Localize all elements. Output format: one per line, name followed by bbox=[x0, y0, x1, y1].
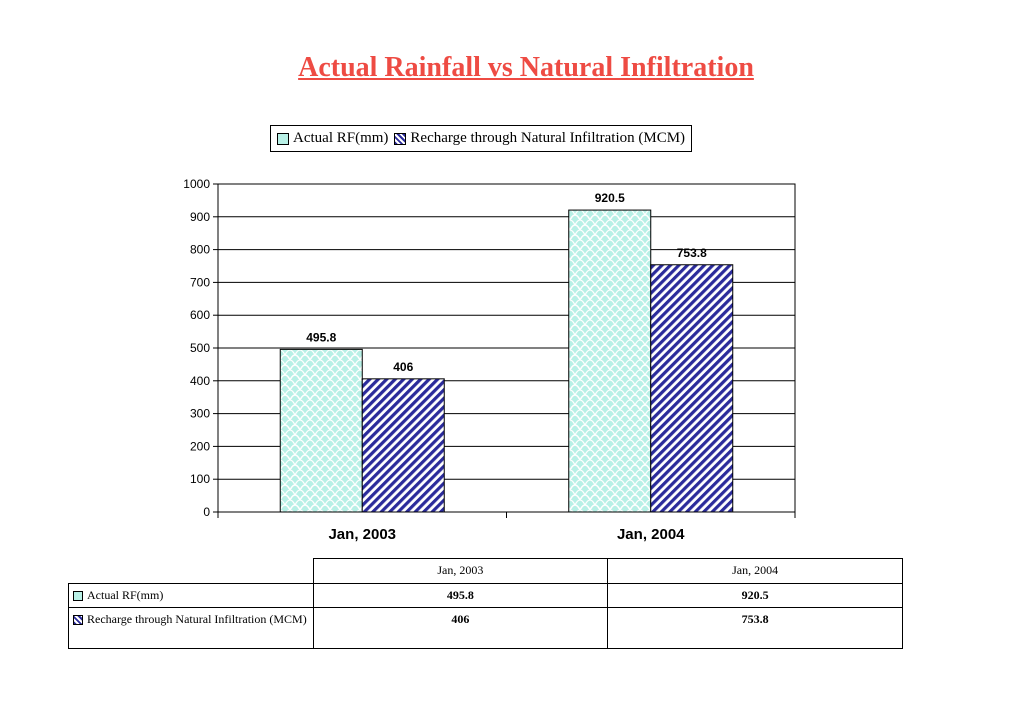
y-tick-label: 700 bbox=[190, 275, 210, 289]
legend-item-recharge: Recharge through Natural Infiltration (M… bbox=[394, 130, 685, 147]
data-table: Jan, 2003 Jan, 2004 Actual RF(mm) 495.8 … bbox=[68, 558, 903, 649]
table-header-cell: Jan, 2003 bbox=[312, 558, 609, 584]
bar-chart: 0 100 200 300 400 500 600 700 800 900 1000 495.8 406… bbox=[183, 177, 796, 543]
table-row-label-cell: Actual RF(mm) bbox=[68, 583, 314, 608]
table-swatch-recharge bbox=[73, 615, 83, 625]
data-label: 406 bbox=[393, 360, 413, 374]
y-tick-label: 900 bbox=[190, 210, 210, 224]
legend-swatch-recharge bbox=[394, 132, 407, 145]
table-cell: 920.5 bbox=[607, 583, 903, 608]
table-header-cell: Jan, 2004 bbox=[607, 558, 903, 584]
y-tick-label: 100 bbox=[190, 472, 210, 486]
x-category-label: Jan, 2004 bbox=[617, 526, 685, 543]
table-cell: 753.8 bbox=[607, 607, 903, 649]
y-tick-label: 1000 bbox=[183, 177, 210, 191]
table-row-label: Recharge through Natural Infiltration (M… bbox=[87, 612, 307, 626]
y-tick-label: 800 bbox=[190, 243, 210, 257]
y-tick-label: 0 bbox=[203, 505, 210, 519]
y-tick-label: 500 bbox=[190, 341, 210, 355]
table-row-label-cell: Recharge through Natural Infiltration (M… bbox=[68, 607, 314, 649]
table-header-row: Jan, 2003 Jan, 2004 bbox=[68, 558, 903, 584]
y-tick-label: 400 bbox=[190, 374, 210, 388]
chart-title: Actual Rainfall vs Natural Infiltration bbox=[298, 52, 754, 83]
data-label: 920.5 bbox=[595, 191, 625, 205]
chart-legend: Actual RF(mm) Recharge through Natural I… bbox=[270, 125, 693, 152]
bar-recharge bbox=[361, 378, 445, 513]
table-row-label: Actual RF(mm) bbox=[87, 588, 164, 602]
legend-label-actual-rf: Actual RF(mm) bbox=[293, 130, 389, 146]
y-tick-label: 200 bbox=[190, 439, 210, 453]
data-label: 495.8 bbox=[306, 330, 336, 344]
y-tick-label: 300 bbox=[190, 407, 210, 421]
legend-item-actual-rf: Actual RF(mm) bbox=[277, 130, 388, 147]
data-label: 753.8 bbox=[677, 246, 707, 260]
table-row: Actual RF(mm) 495.8 920.5 bbox=[68, 583, 903, 608]
x-category-label: Jan, 2003 bbox=[328, 526, 396, 543]
table-cell: 495.8 bbox=[312, 583, 609, 608]
table-row: Recharge through Natural Infiltration (M… bbox=[68, 607, 903, 649]
legend-label-recharge: Recharge through Natural Infiltration (M… bbox=[410, 130, 686, 146]
y-tick-label: 600 bbox=[190, 308, 210, 322]
bar-recharge bbox=[650, 264, 734, 513]
bar-actual-rf bbox=[279, 348, 363, 513]
table-cell: 406 bbox=[312, 607, 609, 649]
table-swatch-actual-rf bbox=[73, 591, 83, 601]
legend-swatch-actual-rf bbox=[277, 132, 289, 145]
bar-actual-rf bbox=[568, 209, 652, 513]
table-corner-cell bbox=[68, 558, 314, 584]
